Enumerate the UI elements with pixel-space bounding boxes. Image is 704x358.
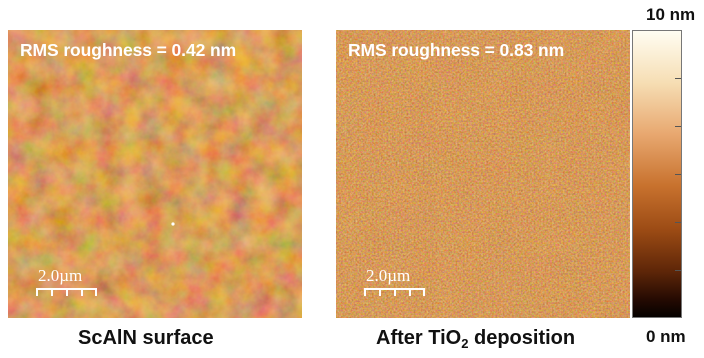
colorbar-min-label: 0 nm: [646, 327, 686, 346]
colorbar-max-label: 10 nm: [646, 5, 696, 24]
caption-prefix: After TiO: [376, 327, 462, 349]
scale-bar-tick: [423, 288, 425, 296]
rms-roughness-label: RMS roughness = 0.42 nm: [20, 40, 237, 60]
scale-bar-tick: [95, 288, 97, 296]
caption-after-tio2: After TiO2 deposition: [376, 327, 575, 350]
caption-scaln-surface: ScAlN surface: [78, 327, 214, 349]
afm-image-scaln-surface: RMS roughness = 0.42 nm 2.0µm: [8, 30, 302, 318]
scale-bar-tick: [81, 288, 83, 296]
scale-bar-tick: [66, 288, 68, 296]
scale-bar: 2.0µm: [364, 266, 426, 296]
rms-roughness-label: RMS roughness = 0.83 nm: [348, 40, 565, 60]
scale-bar: 2.0µm: [36, 266, 98, 296]
scale-bar-tick: [51, 288, 53, 296]
afm-texture-grainy: [336, 30, 630, 318]
scale-bar-tick: [364, 288, 366, 296]
height-colorbar: [632, 30, 682, 318]
afm-texture-smooth: [8, 30, 302, 318]
bright-particle: [171, 222, 175, 226]
scale-bar-tick: [409, 288, 411, 296]
caption-suffix: deposition: [468, 327, 576, 349]
scale-bar-label: 2.0µm: [366, 266, 411, 285]
scale-bar-tick: [36, 288, 38, 296]
afm-image-after-tio2: RMS roughness = 0.83 nm 2.0µm: [336, 30, 630, 318]
scale-bar-tick: [394, 288, 396, 296]
colorbar-tick: [675, 222, 681, 223]
colorbar-tick: [675, 174, 681, 175]
caption-subscript: 2: [461, 336, 469, 351]
scale-bar-label: 2.0µm: [38, 266, 83, 285]
colorbar-tick: [675, 126, 681, 127]
colorbar-tick: [675, 270, 681, 271]
colorbar-tick: [675, 78, 681, 79]
scale-bar-tick: [379, 288, 381, 296]
